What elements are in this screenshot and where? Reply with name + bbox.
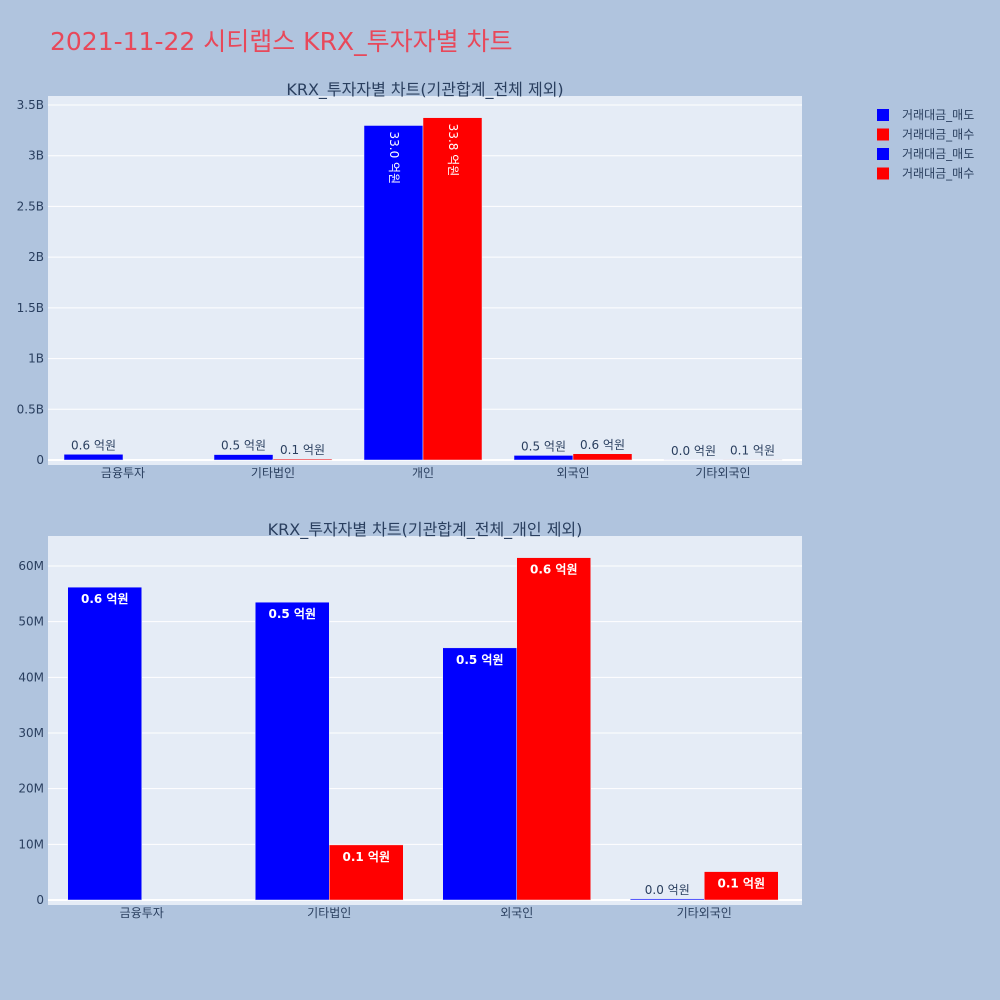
y-tick-label: 50M [18, 615, 44, 629]
data-label: 0.6 억원 [71, 438, 116, 452]
y-tick-label: 60M [18, 559, 44, 573]
x-tick-label: 외국인 [556, 466, 589, 480]
chart-title: KRX_투자자별 차트(기관합계_전체 제외) [286, 80, 563, 100]
bar[interactable] [329, 844, 404, 901]
bar[interactable] [513, 455, 574, 461]
legend-swatch[interactable] [877, 167, 889, 180]
bar[interactable] [63, 454, 124, 461]
data-label: 33.0 억원 [387, 131, 401, 184]
x-tick-label: 기타법인 [307, 906, 351, 920]
legend-label[interactable]: 거래대금_매수 [902, 128, 974, 142]
data-label: 0.5 억원 [221, 439, 266, 453]
y-tick-label: 1.5B [17, 301, 44, 315]
y-tick-label: 2.5B [17, 199, 44, 213]
bar[interactable] [363, 125, 424, 461]
y-tick-label: 3B [28, 149, 44, 163]
legend-label[interactable]: 거래대금_매수 [902, 167, 974, 181]
data-label: 0.5 억원 [268, 607, 316, 621]
bar[interactable] [722, 459, 783, 461]
legend-swatch[interactable] [877, 128, 889, 141]
legend-swatch[interactable] [877, 148, 889, 160]
x-tick-label: 개인 [412, 466, 434, 480]
x-tick-label: 금융투자 [101, 466, 145, 480]
chart-title: KRX_투자자별 차트(기관합계_전체_개인 제외) [268, 520, 583, 540]
bar[interactable] [422, 117, 483, 461]
plot-area [48, 536, 802, 905]
data-label: 0.0 억원 [671, 444, 716, 458]
y-tick-label: 1B [28, 352, 44, 366]
bar[interactable] [572, 453, 633, 461]
bar[interactable] [442, 647, 517, 901]
data-label: 0.6 억원 [81, 592, 129, 606]
bar[interactable] [630, 898, 705, 901]
y-tick-label: 40M [18, 670, 44, 684]
data-label: 0.5 억원 [456, 653, 504, 667]
y-tick-label: 0.5B [17, 402, 44, 416]
y-tick-label: 3.5B [17, 98, 44, 112]
data-label: 0.5 억원 [521, 439, 566, 453]
y-tick-label: 2B [28, 250, 44, 264]
bar[interactable] [704, 871, 779, 901]
x-tick-label: 외국인 [500, 906, 533, 920]
y-tick-label: 0 [36, 893, 44, 907]
data-label: 0.0 억원 [645, 883, 690, 897]
x-tick-label: 기타외국인 [677, 906, 732, 920]
y-tick-label: 30M [18, 726, 44, 740]
bar[interactable] [67, 586, 142, 901]
data-label: 0.1 억원 [717, 877, 765, 891]
page-title: 2021-11-22 시티랩스 KRX_투자자별 차트 [50, 27, 513, 56]
bar[interactable] [272, 458, 333, 461]
y-tick-label: 0 [36, 453, 44, 467]
y-tick-label: 10M [18, 837, 44, 851]
data-label: 0.1 억원 [280, 443, 325, 457]
data-label: 0.1 억원 [730, 443, 775, 457]
legend-label[interactable]: 거래대금_매도 [902, 108, 974, 122]
data-label: 0.6 억원 [580, 438, 625, 452]
data-label: 33.8 억원 [446, 124, 460, 177]
x-tick-label: 기타법인 [251, 466, 295, 480]
y-tick-label: 20M [18, 782, 44, 796]
data-label: 0.6 억원 [530, 563, 578, 577]
bar[interactable] [213, 454, 274, 461]
legend-label[interactable]: 거래대금_매도 [902, 147, 974, 161]
legend-swatch[interactable] [877, 109, 889, 121]
data-label: 0.1 억원 [342, 850, 390, 864]
x-tick-label: 기타외국인 [695, 466, 750, 480]
x-tick-label: 금융투자 [120, 906, 164, 920]
bar[interactable] [516, 557, 591, 901]
bar[interactable] [255, 601, 330, 901]
